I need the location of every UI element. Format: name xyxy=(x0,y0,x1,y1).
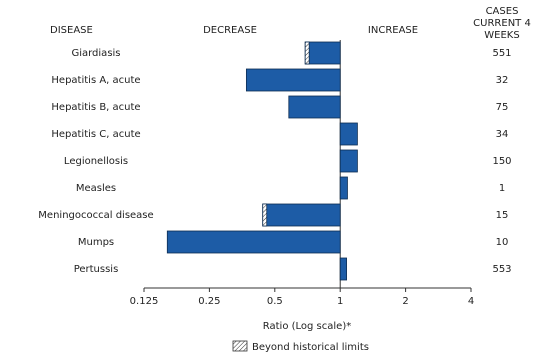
bar xyxy=(304,41,341,65)
x-tick-label: 4 xyxy=(468,296,474,307)
cases-header: CASES CURRENT 4 WEEKS xyxy=(473,6,531,41)
category-label: Meningococcal disease xyxy=(38,210,153,221)
category-label: Hepatitis B, acute xyxy=(51,102,140,113)
bar xyxy=(339,257,347,281)
x-tick-label: 1 xyxy=(337,296,343,307)
x-tick-label: 2 xyxy=(402,296,408,307)
bar xyxy=(339,149,358,173)
decrease-header: DECREASE xyxy=(203,25,257,36)
category-label: Hepatitis A, acute xyxy=(51,75,140,86)
category-label: Mumps xyxy=(78,237,114,248)
cases-value: 15 xyxy=(496,210,509,221)
cases-value: 34 xyxy=(496,129,509,140)
cases-value: 1 xyxy=(499,183,505,194)
bar xyxy=(166,230,341,254)
cases-value: 150 xyxy=(492,156,511,167)
category-label: Hepatitis C, acute xyxy=(51,129,140,140)
category-label: Measles xyxy=(76,183,116,194)
bar xyxy=(339,176,348,200)
category-label: Pertussis xyxy=(74,264,119,275)
cases-value: 75 xyxy=(496,102,509,113)
x-tick-label: 0.25 xyxy=(198,296,220,307)
cases-value: 551 xyxy=(492,48,511,59)
legend-label: Beyond historical limits xyxy=(252,342,369,353)
increase-header: INCREASE xyxy=(368,25,418,36)
bar xyxy=(288,95,341,119)
legend-swatch xyxy=(232,340,248,352)
disease-header: DISEASE xyxy=(50,25,93,36)
x-tick-label: 0.5 xyxy=(267,296,283,307)
cases-value: 553 xyxy=(492,264,511,275)
x-axis-label: Ratio (Log scale)* xyxy=(263,321,351,332)
beyond-limits-hatch xyxy=(262,203,268,227)
x-tick-label: 0.125 xyxy=(130,296,159,307)
cases-value: 10 xyxy=(496,237,509,248)
cases-value: 32 xyxy=(496,75,509,86)
bar xyxy=(262,203,341,227)
category-label: Legionellosis xyxy=(64,156,128,167)
beyond-limits-hatch xyxy=(304,41,310,65)
bar xyxy=(339,122,358,146)
category-label: Giardiasis xyxy=(71,48,120,59)
bar xyxy=(245,68,341,92)
